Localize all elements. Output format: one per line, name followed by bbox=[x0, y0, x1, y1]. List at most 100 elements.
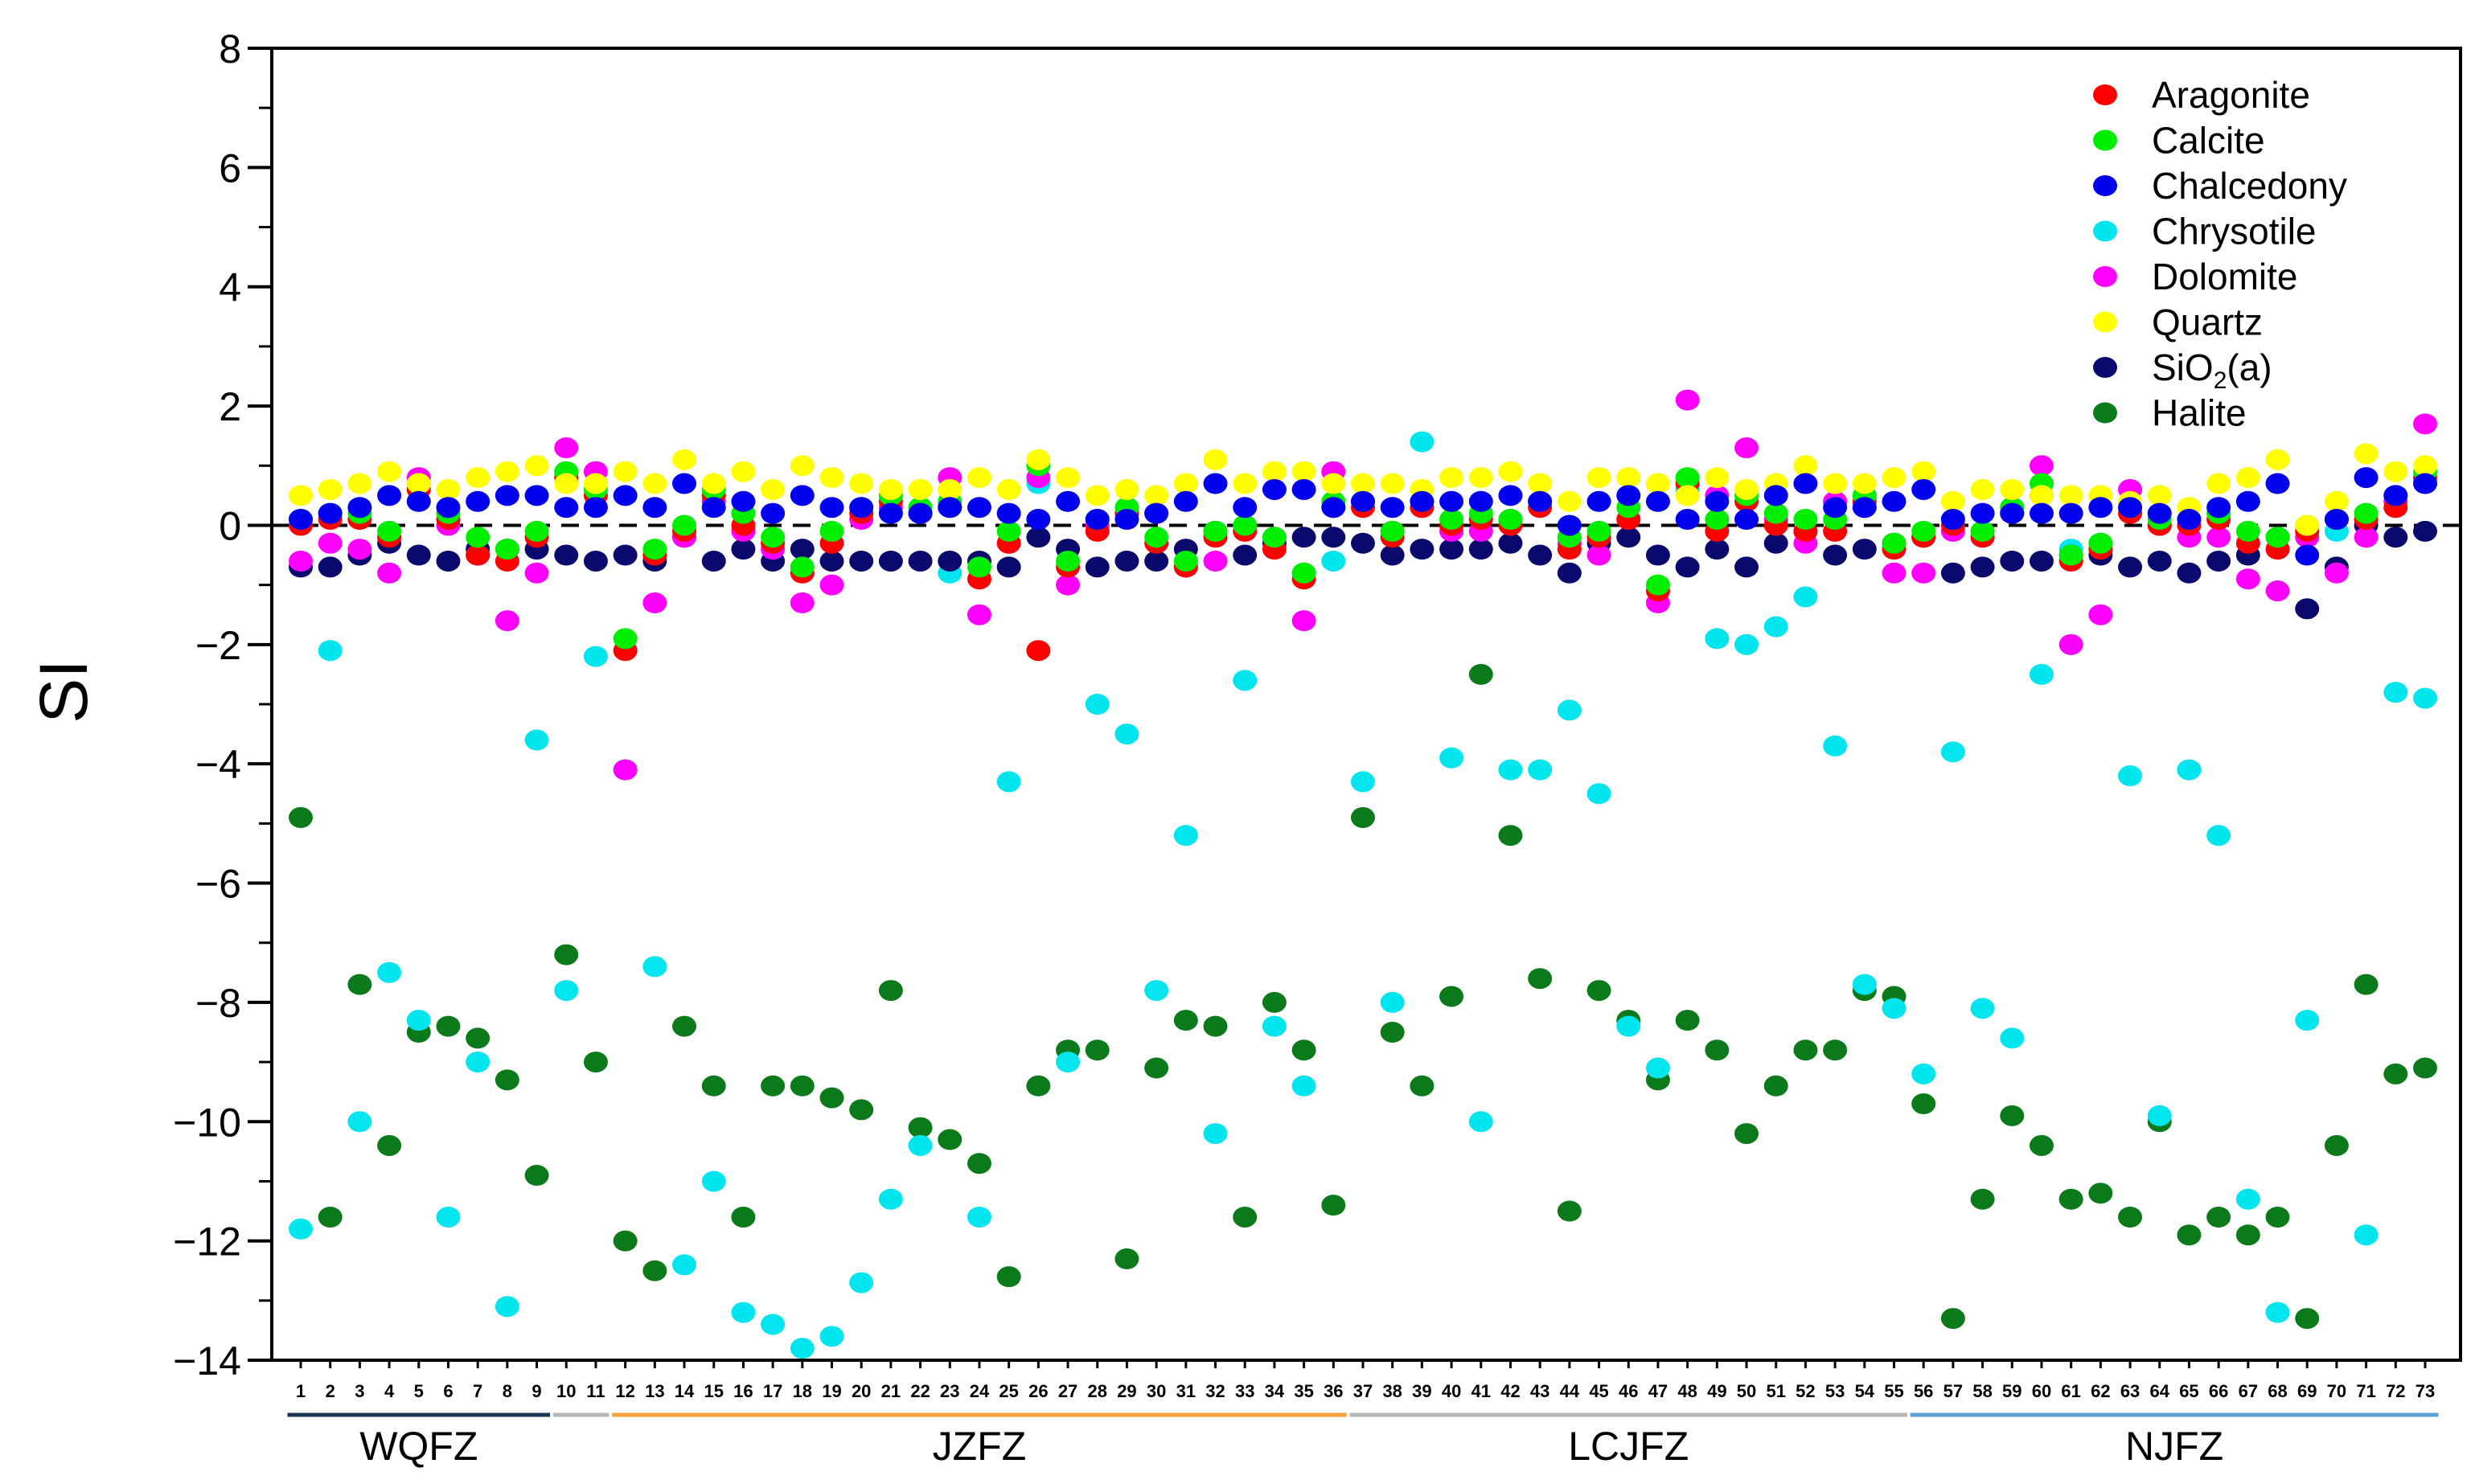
point-dolomite-71 bbox=[2354, 527, 2379, 548]
point-chrysotile-43 bbox=[1528, 759, 1553, 781]
x-tick-label: 59 bbox=[2002, 1381, 2021, 1401]
point-halite-68 bbox=[2265, 1206, 2290, 1228]
point-chalcedony-25 bbox=[996, 502, 1021, 524]
point-halite-57 bbox=[1940, 1308, 1965, 1330]
point-chalcedony-32 bbox=[1203, 473, 1228, 494]
point-dolomite-55 bbox=[1882, 562, 1907, 584]
group-label: NJFZ bbox=[2125, 1424, 2223, 1469]
point-quartz-6 bbox=[436, 478, 461, 500]
point-chalcedony-29 bbox=[1114, 509, 1139, 531]
point-quartz-10 bbox=[554, 473, 579, 494]
x-tick-label: 71 bbox=[2356, 1381, 2375, 1401]
point-quartz-32 bbox=[1203, 449, 1228, 470]
point-chalcedony-55 bbox=[1882, 490, 1907, 512]
point-dolomite-73 bbox=[2413, 413, 2437, 435]
point-quartz-41 bbox=[1468, 467, 1493, 489]
y-axis-label: SI bbox=[26, 659, 101, 723]
legend-label-aragonite: Aragonite bbox=[2152, 74, 2310, 116]
x-tick-label: 38 bbox=[1382, 1381, 1402, 1401]
point-halite-17 bbox=[761, 1075, 786, 1097]
point-sio-a--22 bbox=[908, 550, 933, 572]
point-quartz-69 bbox=[2295, 514, 2320, 536]
point-halite-34 bbox=[1262, 991, 1287, 1013]
point-calcite-38 bbox=[1380, 520, 1405, 542]
point-quartz-24 bbox=[967, 467, 991, 489]
point-sio-a--38 bbox=[1380, 544, 1405, 566]
x-tick-label: 17 bbox=[763, 1381, 782, 1401]
point-quartz-34 bbox=[1262, 461, 1287, 482]
point-dolomite-48 bbox=[1675, 389, 1700, 411]
x-tick-label: 18 bbox=[793, 1381, 812, 1401]
point-chalcedony-2 bbox=[318, 502, 343, 524]
x-tick-label: 54 bbox=[1855, 1381, 1875, 1401]
point-quartz-7 bbox=[466, 467, 490, 489]
legend-marker-chalcedony bbox=[2093, 175, 2117, 196]
point-chalcedony-59 bbox=[2000, 502, 2025, 524]
point-halite-43 bbox=[1528, 968, 1553, 990]
point-dolomite-68 bbox=[2265, 580, 2290, 602]
y-tick-label: −10 bbox=[173, 1100, 241, 1145]
x-tick-label: 23 bbox=[940, 1381, 959, 1401]
x-tick-label: 1 bbox=[296, 1381, 306, 1401]
point-chrysotile-65 bbox=[2177, 759, 2202, 781]
point-quartz-46 bbox=[1616, 467, 1641, 489]
point-chalcedony-44 bbox=[1557, 514, 1582, 536]
point-chalcedony-63 bbox=[2118, 497, 2143, 519]
point-halite-52 bbox=[1793, 1039, 1818, 1061]
point-sio-a--10 bbox=[554, 544, 579, 566]
point-chalcedony-72 bbox=[2383, 485, 2408, 506]
point-halite-13 bbox=[642, 1260, 667, 1281]
x-tick-label: 8 bbox=[503, 1381, 512, 1401]
point-dolomite-4 bbox=[377, 562, 402, 584]
point-halite-26 bbox=[1026, 1075, 1051, 1097]
point-quartz-18 bbox=[790, 455, 815, 477]
point-sio-a--65 bbox=[2177, 562, 2202, 584]
point-halite-12 bbox=[613, 1230, 638, 1252]
point-halite-33 bbox=[1233, 1206, 1258, 1228]
x-tick-label: 43 bbox=[1530, 1381, 1549, 1401]
x-tick-label: 7 bbox=[473, 1381, 482, 1401]
point-chalcedony-67 bbox=[2235, 490, 2260, 512]
point-chrysotile-72 bbox=[2383, 682, 2408, 703]
point-halite-65 bbox=[2177, 1224, 2202, 1246]
point-chrysotile-42 bbox=[1498, 759, 1523, 781]
point-chalcedony-36 bbox=[1321, 497, 1346, 519]
point-calcite-13 bbox=[642, 539, 667, 560]
x-tick-label: 22 bbox=[910, 1381, 930, 1401]
point-chrysotile-73 bbox=[2413, 687, 2437, 709]
point-chalcedony-42 bbox=[1498, 485, 1523, 506]
point-chalcedony-14 bbox=[672, 473, 697, 494]
y-tick-label: 6 bbox=[219, 146, 241, 191]
point-halite-25 bbox=[996, 1266, 1021, 1288]
point-halite-50 bbox=[1734, 1123, 1759, 1145]
point-sio-a--11 bbox=[583, 550, 608, 572]
point-dolomite-70 bbox=[2324, 562, 2349, 584]
point-chalcedony-61 bbox=[2058, 502, 2083, 524]
point-quartz-59 bbox=[2000, 478, 2025, 500]
point-quartz-57 bbox=[1940, 490, 1965, 512]
point-sio-a--58 bbox=[1970, 556, 1995, 578]
point-chalcedony-10 bbox=[554, 497, 579, 519]
point-chalcedony-70 bbox=[2324, 509, 2349, 531]
point-halite-73 bbox=[2413, 1057, 2437, 1079]
point-calcite-68 bbox=[2265, 527, 2290, 548]
point-quartz-54 bbox=[1852, 473, 1877, 494]
point-halite-35 bbox=[1291, 1039, 1316, 1061]
plot-frame-rect bbox=[270, 47, 2462, 1362]
point-halite-45 bbox=[1586, 980, 1611, 1002]
x-tick-label: 15 bbox=[704, 1381, 723, 1401]
point-dolomite-66 bbox=[2206, 527, 2231, 548]
point-chrysotile-2 bbox=[318, 640, 343, 662]
point-chrysotile-40 bbox=[1439, 747, 1464, 769]
point-halite-6 bbox=[436, 1015, 461, 1037]
point-chrysotile-50 bbox=[1734, 633, 1759, 655]
y-tick-label: 4 bbox=[219, 265, 241, 310]
point-sio-a--43 bbox=[1528, 544, 1553, 566]
point-quartz-35 bbox=[1291, 461, 1316, 482]
point-quartz-25 bbox=[996, 478, 1021, 500]
point-quartz-12 bbox=[613, 461, 638, 482]
point-chrysotile-24 bbox=[967, 1206, 991, 1228]
point-dolomite-24 bbox=[967, 604, 991, 625]
x-tick-label: 72 bbox=[2386, 1381, 2405, 1401]
point-quartz-58 bbox=[1970, 478, 1995, 500]
